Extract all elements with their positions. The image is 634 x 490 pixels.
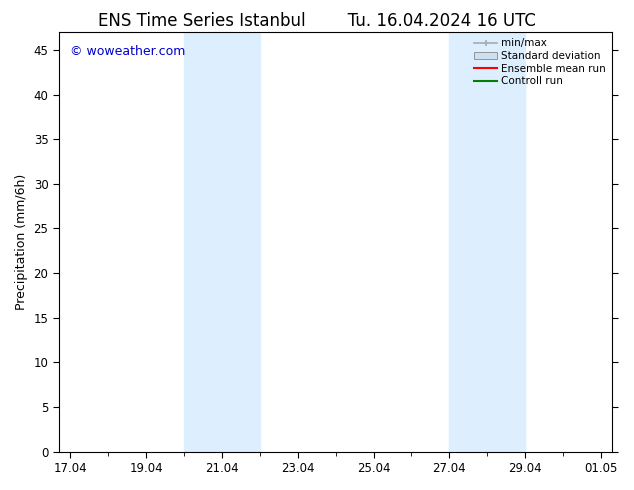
Text: © woweather.com: © woweather.com <box>70 45 185 58</box>
Text: ENS Time Series Istanbul        Tu. 16.04.2024 16 UTC: ENS Time Series Istanbul Tu. 16.04.2024 … <box>98 12 536 30</box>
Legend: min/max, Standard deviation, Ensemble mean run, Controll run: min/max, Standard deviation, Ensemble me… <box>470 34 611 90</box>
Bar <box>450 32 525 452</box>
Bar <box>184 32 260 452</box>
Y-axis label: Precipitation (mm/6h): Precipitation (mm/6h) <box>15 174 28 310</box>
